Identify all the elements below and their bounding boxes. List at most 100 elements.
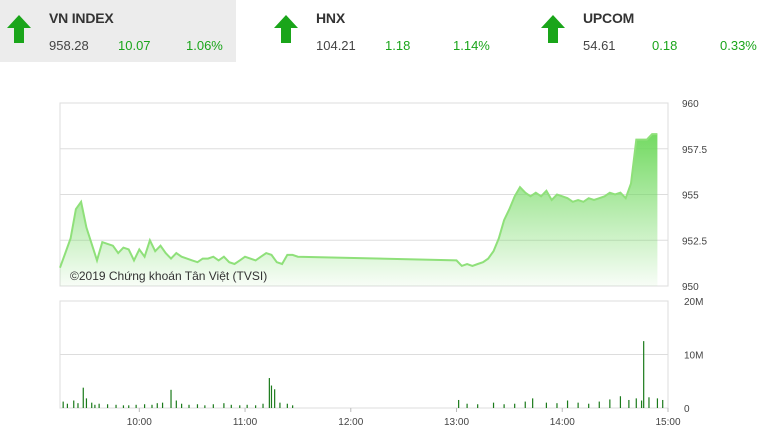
volume-bar: [85, 398, 88, 408]
volume-bar: [598, 401, 600, 408]
y-tick-label: 20M: [684, 297, 703, 308]
volume-bar: [466, 403, 468, 408]
time-x-axis: 10:00 11:00 12:00 13:00 14:00 15:00: [127, 408, 681, 428]
volume-bar: [292, 405, 294, 408]
volume-bar: [492, 402, 495, 408]
volume-bar: [91, 402, 93, 408]
volume-bar: [643, 341, 645, 408]
x-tick-label: 10:00: [127, 417, 152, 428]
volume-y-axis: 20M 10M 0: [684, 297, 703, 415]
price-y-axis: 960 957.5 955 952.5 950: [682, 99, 707, 293]
volume-bar: [279, 402, 281, 408]
y-tick-label: 952.5: [682, 236, 707, 247]
y-tick-label: 10M: [684, 351, 703, 362]
volume-bar: [77, 403, 79, 408]
volume-bar: [262, 403, 264, 408]
volume-bar: [62, 401, 64, 408]
arrow-up-icon: [274, 15, 298, 43]
arrow-up-icon: [541, 15, 565, 43]
volume-bar: [619, 396, 622, 408]
y-tick-label: 960: [682, 99, 699, 110]
volume-bar: [94, 404, 96, 408]
volume-bar: [609, 399, 611, 408]
volume-bar: [524, 401, 526, 408]
volume-bar: [503, 404, 505, 408]
y-tick-label: 950: [682, 282, 699, 293]
index-percent: 1.14%: [453, 38, 490, 53]
volume-bar: [196, 404, 199, 408]
volume-bar: [128, 405, 130, 408]
volume-bar: [204, 405, 206, 408]
x-tick-label: 11:00: [233, 417, 258, 428]
watermark: ©2019 Chứng khoán Tân Việt (TVSI): [70, 269, 267, 283]
volume-bar: [181, 403, 183, 408]
volume-bar: [246, 404, 248, 408]
volume-bar: [514, 403, 516, 408]
volume-bar: [161, 402, 164, 408]
volume-bar: [223, 403, 225, 408]
volume-bar: [577, 402, 579, 408]
volume-bar: [151, 404, 153, 408]
volume-bar: [175, 400, 177, 408]
index-percent: 1.06%: [186, 38, 223, 53]
volume-bar: [458, 399, 460, 408]
index-name: VN INDEX: [49, 10, 114, 26]
volume-bar: [640, 400, 643, 408]
volume-bar: [662, 399, 664, 408]
volume-bar: [188, 404, 190, 408]
index-tile-upcom[interactable]: UPCOM 54.61 0.18 0.33%: [534, 0, 766, 62]
volume-bar: [588, 403, 590, 408]
volume-bar: [255, 405, 257, 408]
volume-bar: [122, 405, 125, 408]
volume-bar: [635, 398, 637, 408]
x-tick-label: 13:00: [444, 417, 469, 428]
volume-bar: [286, 403, 288, 408]
volume-bar: [270, 385, 273, 408]
volume-bar: [274, 389, 276, 408]
index-tile-vnindex[interactable]: VN INDEX 958.28 10.07 1.06%: [0, 0, 236, 62]
arrow-up-icon: [7, 15, 31, 43]
volume-bar: [268, 378, 270, 408]
y-tick-label: 0: [684, 404, 690, 415]
volume-bar: [170, 389, 172, 408]
index-percent: 0.33%: [720, 38, 757, 53]
index-tile-hnx[interactable]: HNX 104.21 1.18 1.14%: [267, 0, 503, 62]
volume-bar: [628, 399, 630, 408]
x-tick-label: 15:00: [655, 417, 680, 428]
index-name: UPCOM: [583, 10, 635, 26]
volume-bar: [532, 398, 534, 408]
volume-bar: [656, 398, 659, 408]
volume-bar: [98, 403, 100, 408]
volume-bar: [566, 400, 569, 408]
volume-bar: [212, 404, 214, 408]
index-change: 1.18: [385, 38, 411, 53]
volume-bar: [477, 404, 479, 408]
index-change: 0.18: [652, 38, 678, 53]
volume-bar: [73, 400, 75, 408]
volume-bar: [239, 405, 241, 408]
x-tick-label: 14:00: [550, 417, 575, 428]
volume-bar: [556, 403, 558, 408]
volume-bar: [66, 403, 69, 408]
volume-bar: [135, 404, 137, 408]
volume-bars: [62, 341, 664, 408]
volume-bar: [156, 403, 158, 408]
volume-bar: [143, 404, 146, 408]
index-value: 54.61: [583, 38, 616, 53]
volume-grid: [59, 300, 669, 409]
volume-bar: [648, 397, 650, 408]
price-area: [60, 134, 658, 286]
index-name: HNX: [316, 10, 345, 26]
x-tick-label: 12:00: [338, 417, 363, 428]
volume-bar: [545, 402, 547, 408]
price-line: [59, 133, 658, 269]
y-tick-label: 957.5: [682, 145, 707, 156]
volume-bar: [230, 404, 232, 408]
volume-bar: [82, 387, 84, 408]
index-value: 104.21: [316, 38, 356, 53]
volume-bar: [115, 404, 117, 408]
y-tick-label: 955: [682, 191, 699, 202]
index-value: 958.28: [49, 38, 89, 53]
volume-bar: [106, 404, 109, 408]
